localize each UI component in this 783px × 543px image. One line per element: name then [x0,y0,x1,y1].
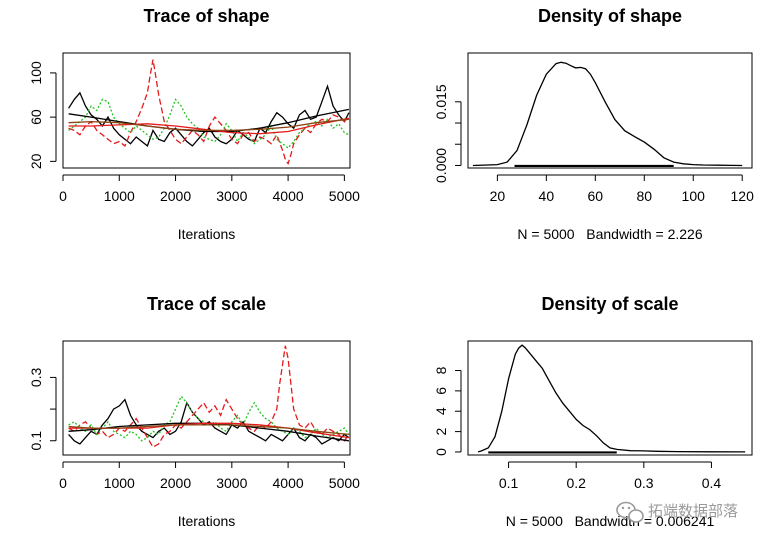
x-tick-label: 40 [539,188,555,204]
x-tick-label: 60 [588,188,604,204]
panel-title: Trace of scale [147,294,266,314]
panel-title: Trace of shape [143,6,269,26]
x-tick-label: 0.2 [566,475,586,491]
series-line-1 [68,84,350,147]
x-tick-label: 0 [59,475,67,491]
chart-panel-4: Density of scale 0.1 0.2 0.3 0.4 0 2 4 6 8 N = 500… [433,294,753,529]
x-tick-label: 2000 [160,188,191,204]
x-axis-label: N = 5000 Bandwidth = 0.006241 [506,513,715,529]
x-tick-label: 5000 [329,475,360,491]
x-tick-label: 100 [682,188,706,204]
x-tick-label: 4000 [273,475,304,491]
y-tick-label: 0.000 [433,148,449,183]
x-tick-label: 0 [59,188,67,204]
watermark-text: 拓端数据部落 [648,502,738,520]
y-tick-label: 2 [433,427,449,435]
x-tick-label: 2000 [160,475,191,491]
x-tick-label: 0.1 [499,475,519,491]
y-tick-label: 100 [28,61,44,85]
series-line-4 [68,108,350,133]
y-tick-label: 0.015 [433,84,449,119]
panel-title: Density of shape [538,6,682,26]
x-axis-label: N = 5000 Bandwidth = 2.226 [517,226,702,242]
chart-panel-1: Trace of shape 0 1000 2000 3000 4000 5000 20 60 1… [28,6,360,242]
y-tick-label: 20 [28,153,44,169]
x-tick-label: 5000 [329,188,360,204]
series-line-2 [68,59,350,166]
series-line-1 [477,344,746,453]
y-tick-label: 0.3 [28,367,44,387]
x-tick-label: 3000 [216,475,247,491]
y-tick-label: 0 [433,448,449,456]
x-axis-label: Iterations [178,513,236,529]
series-line-5 [68,117,350,135]
y-tick-label: 6 [433,387,449,395]
series-line-1 [472,61,743,167]
y-tick-label: 0.1 [28,431,44,451]
chart-panel-3: Trace of scale 0 1000 2000 3000 4000 5000 0.1 0.… [28,294,360,529]
x-tick-label: 0.3 [634,475,654,491]
plot-frame [467,340,753,456]
x-tick-label: 1000 [104,475,135,491]
x-tick-label: 1000 [104,188,135,204]
chart-panel-2: Density of shape 20 40 60 80 100 120 0.000 0.015… [433,6,754,242]
plot-frame [467,52,753,169]
x-axis-label: Iterations [178,226,236,242]
series-line-1 [68,398,350,445]
y-tick-label: 4 [433,407,449,415]
plot-frame [62,52,351,169]
series-line-2 [68,345,350,448]
x-tick-label: 3000 [216,188,247,204]
x-tick-label: 0.4 [702,475,722,491]
x-tick-label: 4000 [273,188,304,204]
y-tick-label: 60 [28,109,44,125]
series-line-6 [68,118,349,132]
series-line-6 [68,424,349,436]
panel-title: Density of scale [541,294,678,314]
x-tick-label: 20 [490,188,506,204]
wechat-icon [616,501,644,523]
y-tick-label: 8 [433,366,449,374]
watermark: 拓端数据部落 [616,501,738,523]
x-tick-label: 120 [731,188,755,204]
x-tick-label: 80 [636,188,652,204]
plot-frame [62,340,351,456]
